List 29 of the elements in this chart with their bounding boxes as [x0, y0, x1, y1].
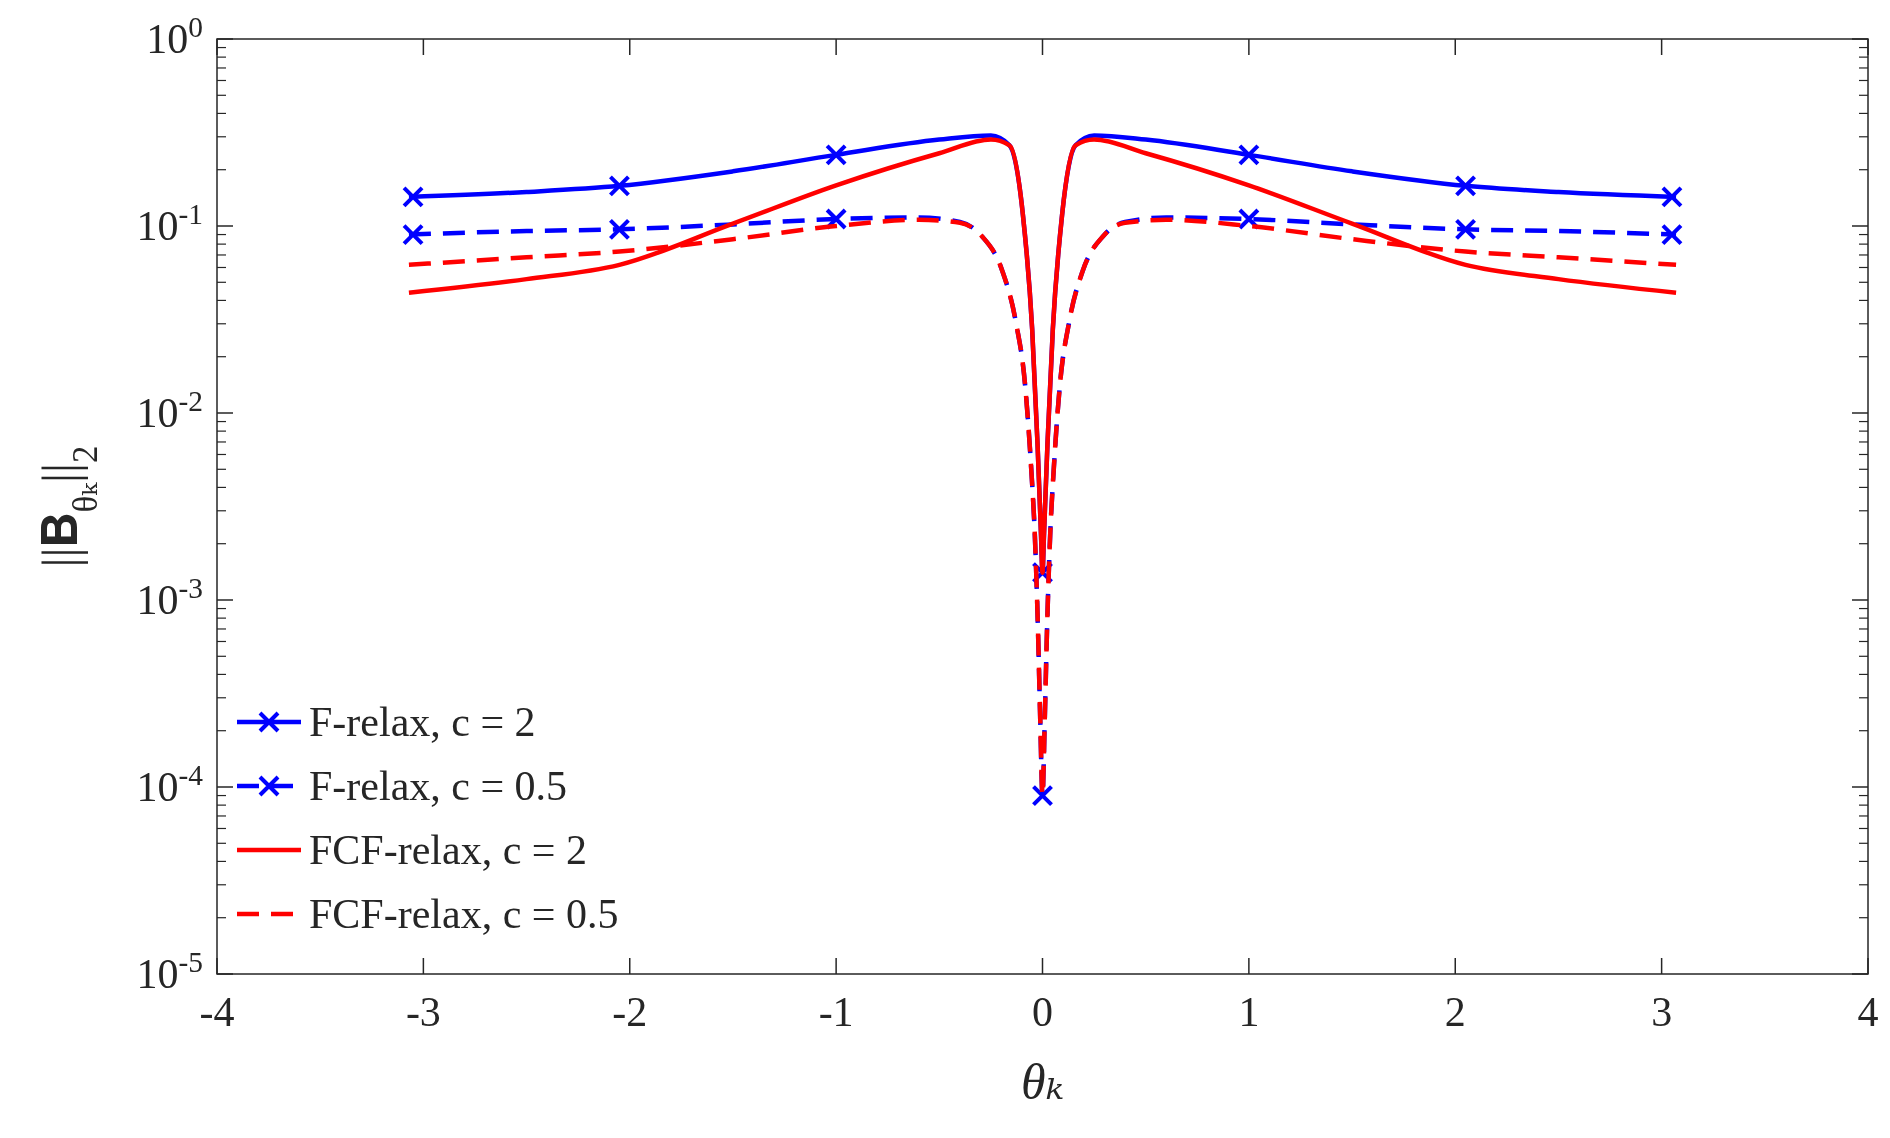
point [1454, 174, 1477, 197]
y-tick-label: 10$^{-2}$ [136, 385, 203, 436]
x-tick-label: 0 [1032, 989, 1053, 1035]
legend-label: F-relax, c = 0.5 [309, 763, 568, 809]
x-tick-label: 2 [1444, 989, 1466, 1035]
x-axis-title: θₖ [1021, 1054, 1064, 1110]
point [1031, 784, 1054, 807]
point [402, 185, 425, 208]
point [608, 218, 631, 241]
x-tick-label: -2 [612, 989, 648, 1035]
y-tick-label: 10$^{-4}$ [136, 759, 204, 810]
legend-label: FCF-relax, c = 2 [309, 827, 587, 873]
point [825, 143, 848, 166]
point [1660, 185, 1683, 208]
x-tick-label: 3 [1651, 989, 1673, 1035]
x-tick-label: -3 [405, 989, 441, 1035]
point [1660, 223, 1683, 246]
y-tick-label: 10$^{0}$ [146, 11, 203, 62]
point [1237, 143, 1260, 166]
x-tick-label: 1 [1238, 989, 1260, 1035]
point [1454, 218, 1477, 241]
legend-label: FCF-relax, c = 0.5 [309, 891, 619, 937]
legend-label: F-relax, c = 2 [309, 699, 536, 745]
y-tick-label: 10$^{-1}$ [136, 198, 203, 249]
x-tick-label: 4 [1857, 989, 1879, 1035]
x-tick-label: -1 [818, 989, 854, 1035]
point [402, 223, 425, 246]
y-tick-label: 10$^{-3}$ [136, 572, 203, 623]
point [608, 174, 631, 197]
